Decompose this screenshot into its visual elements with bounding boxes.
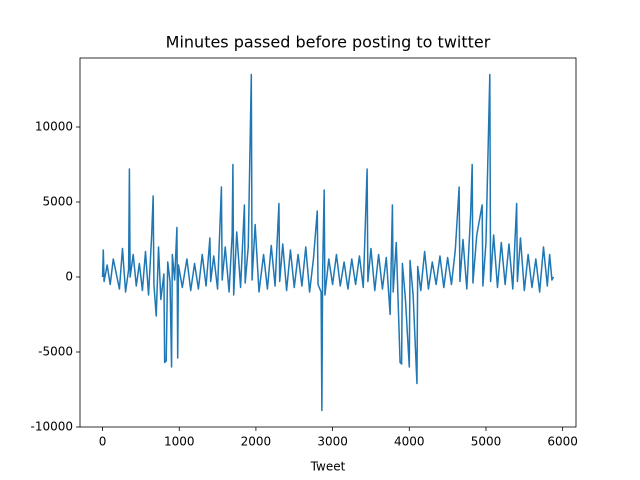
- data-line: [101, 73, 555, 412]
- y-tick-label: -5000: [38, 345, 73, 359]
- y-tick-label: 5000: [42, 195, 73, 209]
- y-tick-label: -10000: [30, 420, 73, 434]
- x-axis-label: Tweet: [310, 460, 346, 474]
- x-tick-label: 2000: [241, 435, 272, 449]
- x-tick-label: 1000: [164, 435, 195, 449]
- x-tick-label: 6000: [547, 435, 578, 449]
- x-tick-label: 4000: [394, 435, 425, 449]
- x-tick-label: 3000: [317, 435, 348, 449]
- x-tick-label: 0: [99, 435, 107, 449]
- y-tick-label: 10000: [35, 120, 73, 134]
- chart-title: Minutes passed before posting to twitter: [166, 33, 491, 52]
- plot-frame: [79, 57, 577, 428]
- x-tick-label: 5000: [471, 435, 502, 449]
- y-tick-label: 0: [65, 270, 73, 284]
